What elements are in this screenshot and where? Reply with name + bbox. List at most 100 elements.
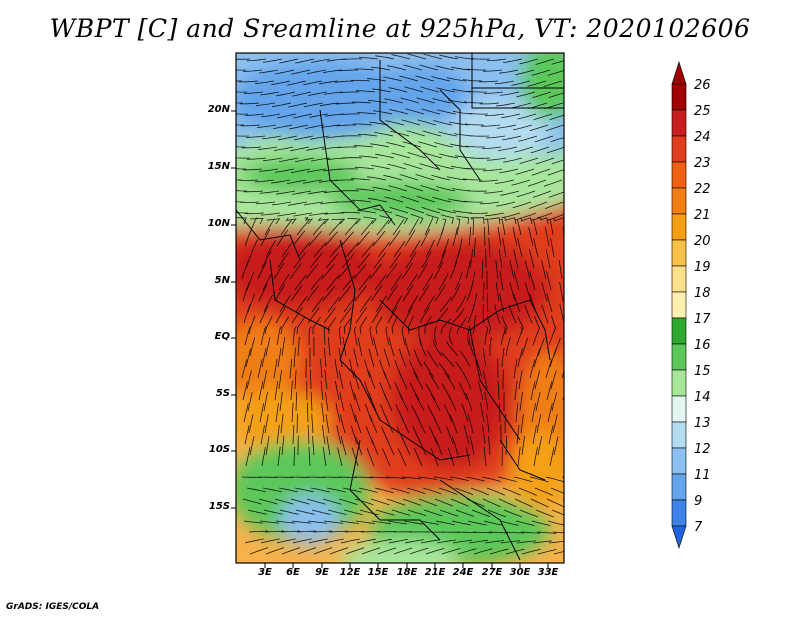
streamline: [467, 190, 488, 192]
streamline: [388, 185, 408, 192]
streamline: [293, 446, 296, 467]
streamline: [278, 369, 282, 390]
streamline: [250, 217, 264, 225]
streamline: [337, 146, 358, 148]
streamline: [343, 316, 352, 335]
streamline: [327, 509, 347, 515]
colorbar-label: 19: [694, 260, 711, 275]
streamline: [459, 350, 471, 368]
streamline: [303, 179, 323, 184]
lon-label: 18E: [396, 567, 418, 578]
streamline: [385, 476, 406, 479]
streamline: [567, 371, 572, 390]
streamline: [391, 152, 411, 159]
streamline: [374, 487, 394, 494]
streamline: [565, 541, 584, 543]
streamline: [448, 326, 454, 346]
streamline: [308, 231, 322, 247]
streamline: [553, 436, 559, 456]
streamline: [447, 447, 455, 467]
colorbar-segment: [671, 369, 687, 397]
streamline: [279, 157, 299, 162]
streamline: [498, 146, 518, 151]
streamline: [257, 261, 267, 280]
streamline: [353, 370, 360, 390]
streamline: [322, 285, 336, 302]
streamline: [524, 260, 531, 280]
streamline: [259, 305, 269, 324]
colorbar-segment: [671, 291, 687, 319]
streamline: [278, 273, 290, 291]
streamline: [369, 326, 374, 346]
streamline: [306, 146, 326, 151]
streamline: [327, 296, 341, 313]
streamline: [359, 509, 379, 516]
streamline: [310, 487, 330, 493]
streamline: [351, 447, 359, 467]
streamline: [261, 348, 267, 368]
streamline: [343, 509, 363, 516]
streamline: [290, 285, 303, 302]
streamline: [456, 317, 467, 335]
streamline: [501, 113, 521, 118]
streamline: [311, 509, 331, 515]
streamline: [484, 392, 489, 412]
streamline: [375, 153, 395, 159]
streamline: [401, 476, 422, 480]
streamline: [447, 393, 457, 412]
streamline: [418, 141, 438, 148]
streamline: [417, 437, 427, 456]
streamline: [499, 270, 504, 291]
streamline: [479, 102, 500, 105]
streamline: [257, 359, 263, 379]
streamline: [535, 392, 541, 412]
streamline: [263, 294, 274, 313]
lon-label: 6E: [286, 567, 300, 578]
streamline: [495, 259, 499, 280]
streamline: [529, 249, 535, 269]
streamline: [548, 540, 564, 544]
streamline: [367, 176, 387, 181]
streamline: [415, 75, 435, 82]
streamline: [531, 69, 551, 76]
streamline: [261, 447, 266, 467]
streamline: [467, 520, 487, 526]
streamline: [535, 58, 555, 65]
streamline: [391, 509, 411, 516]
streamline: [456, 531, 477, 533]
streamline: [569, 414, 573, 433]
streamline: [550, 487, 564, 494]
streamline: [371, 165, 391, 170]
streamline: [361, 241, 375, 258]
streamline: [370, 143, 390, 148]
streamline: [418, 284, 430, 302]
streamline: [244, 425, 250, 445]
streamline: [438, 131, 458, 137]
streamline: [466, 282, 474, 302]
streamline: [257, 146, 278, 150]
streamline: [529, 476, 549, 483]
streamline: [236, 157, 251, 159]
colorbar-label: 24: [694, 130, 711, 145]
streamline: [295, 391, 298, 412]
streamline: [443, 404, 453, 423]
streamline: [423, 509, 443, 517]
streamline: [458, 382, 468, 401]
streamline: [488, 531, 509, 534]
streamline: [275, 168, 295, 173]
streamline: [503, 58, 523, 63]
streamline: [242, 282, 250, 302]
streamline: [290, 498, 310, 505]
lon-label: 24E: [452, 567, 474, 578]
streamline: [248, 530, 269, 533]
streamline: [262, 370, 268, 390]
colorbar-label: 12: [694, 442, 711, 457]
streamline: [483, 91, 504, 94]
colorbar-label: 18: [694, 286, 711, 301]
streamline: [288, 201, 308, 206]
streamline: [546, 271, 552, 291]
streamline: [236, 113, 249, 115]
streamline: [291, 168, 311, 174]
streamline: [438, 272, 449, 291]
streamline: [448, 198, 468, 203]
